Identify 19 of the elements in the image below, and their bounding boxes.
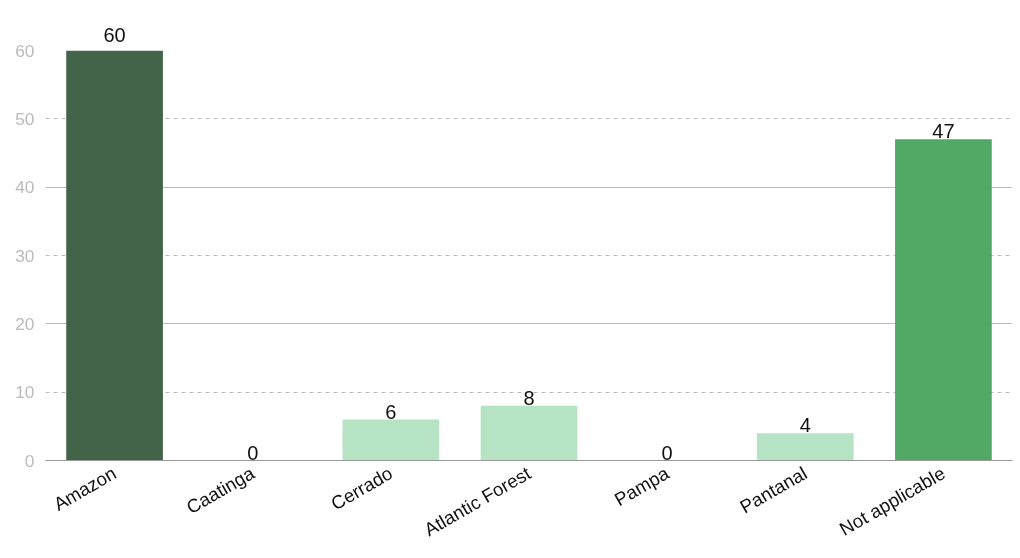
data-label: 47 (932, 120, 955, 143)
bar (66, 50, 163, 461)
y-tick-label: 30 (15, 245, 35, 266)
bar (480, 405, 578, 461)
data-label: 8 (523, 386, 535, 409)
y-tick-label: 10 (15, 382, 35, 403)
y-tick-label: 60 (15, 40, 35, 61)
y-tick-label: 20 (15, 313, 35, 334)
data-label: 0 (247, 441, 259, 464)
bar (895, 139, 992, 461)
data-label: 60 (103, 23, 126, 46)
bar (756, 433, 854, 461)
data-label: 4 (799, 414, 811, 437)
data-label: 6 (385, 400, 397, 423)
bar (342, 419, 440, 461)
data-label: 0 (661, 441, 673, 464)
y-tick-label: 40 (15, 177, 35, 198)
y-tick-label: 50 (15, 108, 35, 129)
y-tick-label: 0 (24, 450, 35, 471)
